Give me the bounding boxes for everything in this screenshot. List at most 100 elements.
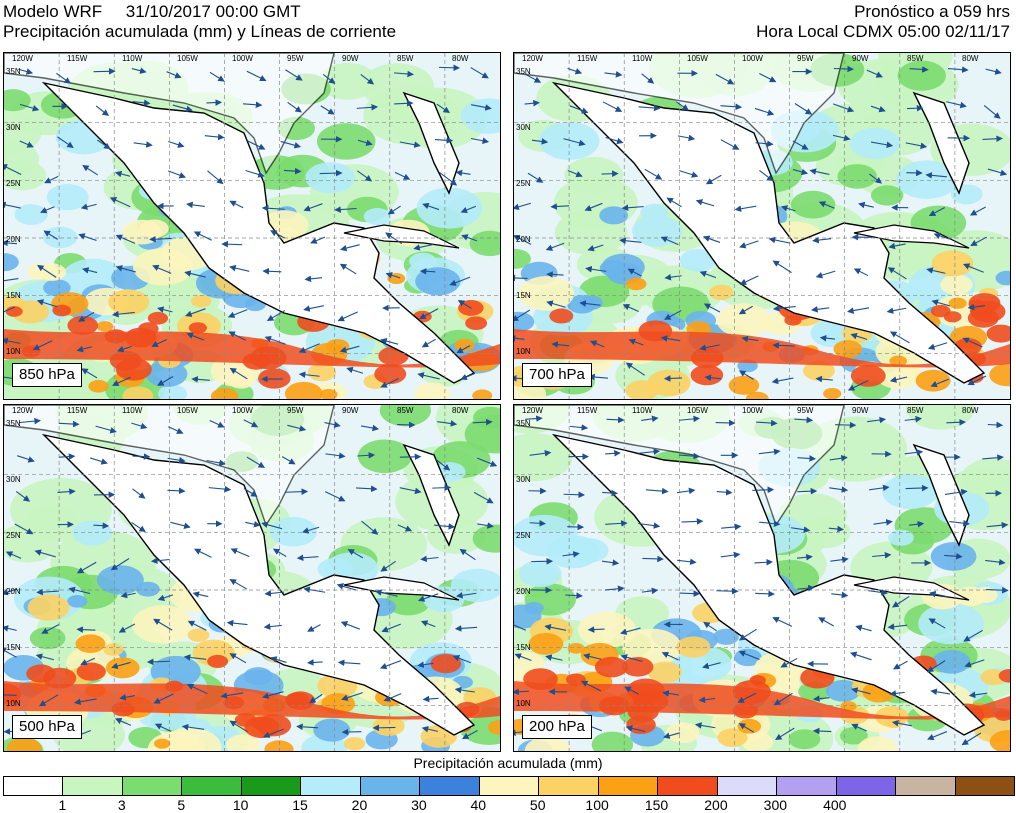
longitude-tick-label: 105W	[687, 406, 708, 415]
streamline-arrow	[514, 309, 530, 322]
colorbar-label: 200	[704, 797, 728, 813]
streamline-arrow	[641, 73, 655, 84]
streamline-arrow	[413, 243, 434, 251]
streamline-arrow	[153, 618, 173, 631]
precip-area	[465, 316, 488, 331]
streamline-arrow	[117, 345, 132, 353]
streamline-arrow	[775, 727, 795, 741]
streamline-arrow	[755, 590, 775, 598]
streamline-arrow	[460, 205, 477, 214]
precip-area	[343, 737, 366, 751]
precip-area	[27, 594, 70, 621]
streamline-arrow	[961, 732, 982, 746]
latitude-tick-label: 25N	[516, 179, 531, 188]
longitude-tick-label: 120W	[522, 54, 543, 63]
precip-area	[931, 250, 974, 277]
streamline-arrow	[904, 449, 924, 456]
streamline-arrow	[266, 309, 286, 321]
streamline-arrow	[58, 420, 80, 428]
streamline-arrow	[721, 523, 742, 531]
streamline-arrow	[181, 723, 205, 731]
streamline-arrow	[638, 104, 661, 112]
precip-area	[46, 183, 89, 211]
streamline-arrow	[230, 548, 250, 558]
streamline-arrow	[381, 623, 401, 633]
streamline-arrow	[905, 142, 928, 150]
streamline-arrow	[514, 653, 532, 661]
streamline-arrow	[869, 484, 890, 492]
streamline-arrow	[987, 168, 1008, 176]
precip-area	[622, 657, 654, 677]
streamline-arrow	[309, 693, 323, 704]
streamline-arrow	[970, 236, 987, 246]
streamline-arrow	[628, 338, 644, 346]
streamline-arrow	[262, 268, 282, 275]
streamline-arrow	[699, 270, 717, 279]
streamline-arrow	[962, 263, 984, 273]
streamline-arrow	[605, 520, 628, 527]
streamline-arrow	[604, 71, 623, 78]
streamline-arrow	[601, 559, 620, 566]
precip-area	[305, 162, 356, 194]
streamline-arrow	[19, 140, 34, 148]
precip-area	[514, 514, 578, 557]
streamline-arrow	[146, 658, 170, 666]
longitude-tick-label: 115W	[577, 406, 598, 415]
streamline-arrow	[334, 206, 357, 213]
streamline-arrow	[383, 693, 402, 702]
streamline-arrow	[304, 275, 323, 283]
streamline-arrow	[545, 654, 563, 661]
streamline-arrow	[4, 306, 16, 313]
streamline-arrow	[606, 416, 625, 424]
colorbar-swatch	[717, 777, 778, 795]
streamline-arrow	[867, 416, 887, 424]
streamline-arrow	[229, 653, 247, 664]
streamline-arrow	[296, 554, 319, 562]
precip-band	[4, 329, 500, 368]
streamline-arrow	[905, 484, 929, 492]
streamline-arrow	[374, 589, 398, 597]
precip-area	[514, 433, 573, 482]
streamline-arrow	[477, 457, 498, 467]
colorbar-label: 10	[232, 797, 249, 813]
streamline-arrow	[226, 619, 248, 627]
streamline-arrow	[818, 617, 835, 627]
longitude-tick-label: 85W	[907, 406, 924, 415]
streamline-arrow	[114, 718, 132, 726]
streamline-arrow	[36, 299, 58, 308]
streamline-arrow	[698, 696, 716, 704]
longitude-tick-label: 115W	[67, 54, 88, 63]
colorbar-swatch	[836, 777, 897, 795]
longitude-tick-label: 110W	[632, 54, 653, 63]
streamline-arrow	[220, 692, 244, 699]
streamline-arrow	[57, 488, 76, 495]
precip-area	[989, 363, 1010, 387]
streamline-arrow	[32, 340, 53, 351]
longitude-tick-label: 90W	[852, 54, 869, 63]
streamline-arrow	[76, 561, 97, 574]
streamline-arrow	[43, 230, 58, 240]
streamline-arrow	[928, 207, 945, 217]
precip-area	[839, 727, 868, 745]
streamline-arrow	[264, 335, 286, 345]
streamline-arrow	[663, 732, 681, 739]
streamline-arrow	[855, 624, 872, 632]
streamline-arrow	[811, 306, 830, 313]
panel-level-label: 200 hPa	[522, 715, 592, 739]
streamline-arrow	[563, 138, 586, 147]
streamline-arrow	[986, 521, 1009, 529]
streamline-arrow	[514, 202, 531, 210]
streamline-arrow	[307, 624, 321, 632]
precip-area	[599, 206, 629, 225]
longitude-tick-label: 95W	[797, 406, 814, 415]
streamline-arrow	[264, 590, 285, 597]
streamline-arrow	[870, 105, 886, 113]
streamline-arrow	[780, 657, 798, 668]
latitude-tick-label: 10N	[6, 347, 21, 356]
streamline-arrow	[909, 66, 929, 73]
precip-area	[105, 657, 140, 679]
precip-area	[190, 294, 212, 308]
colorbar-label: 50	[529, 797, 546, 813]
streamline-arrow	[133, 141, 153, 148]
precip-area	[790, 190, 836, 219]
